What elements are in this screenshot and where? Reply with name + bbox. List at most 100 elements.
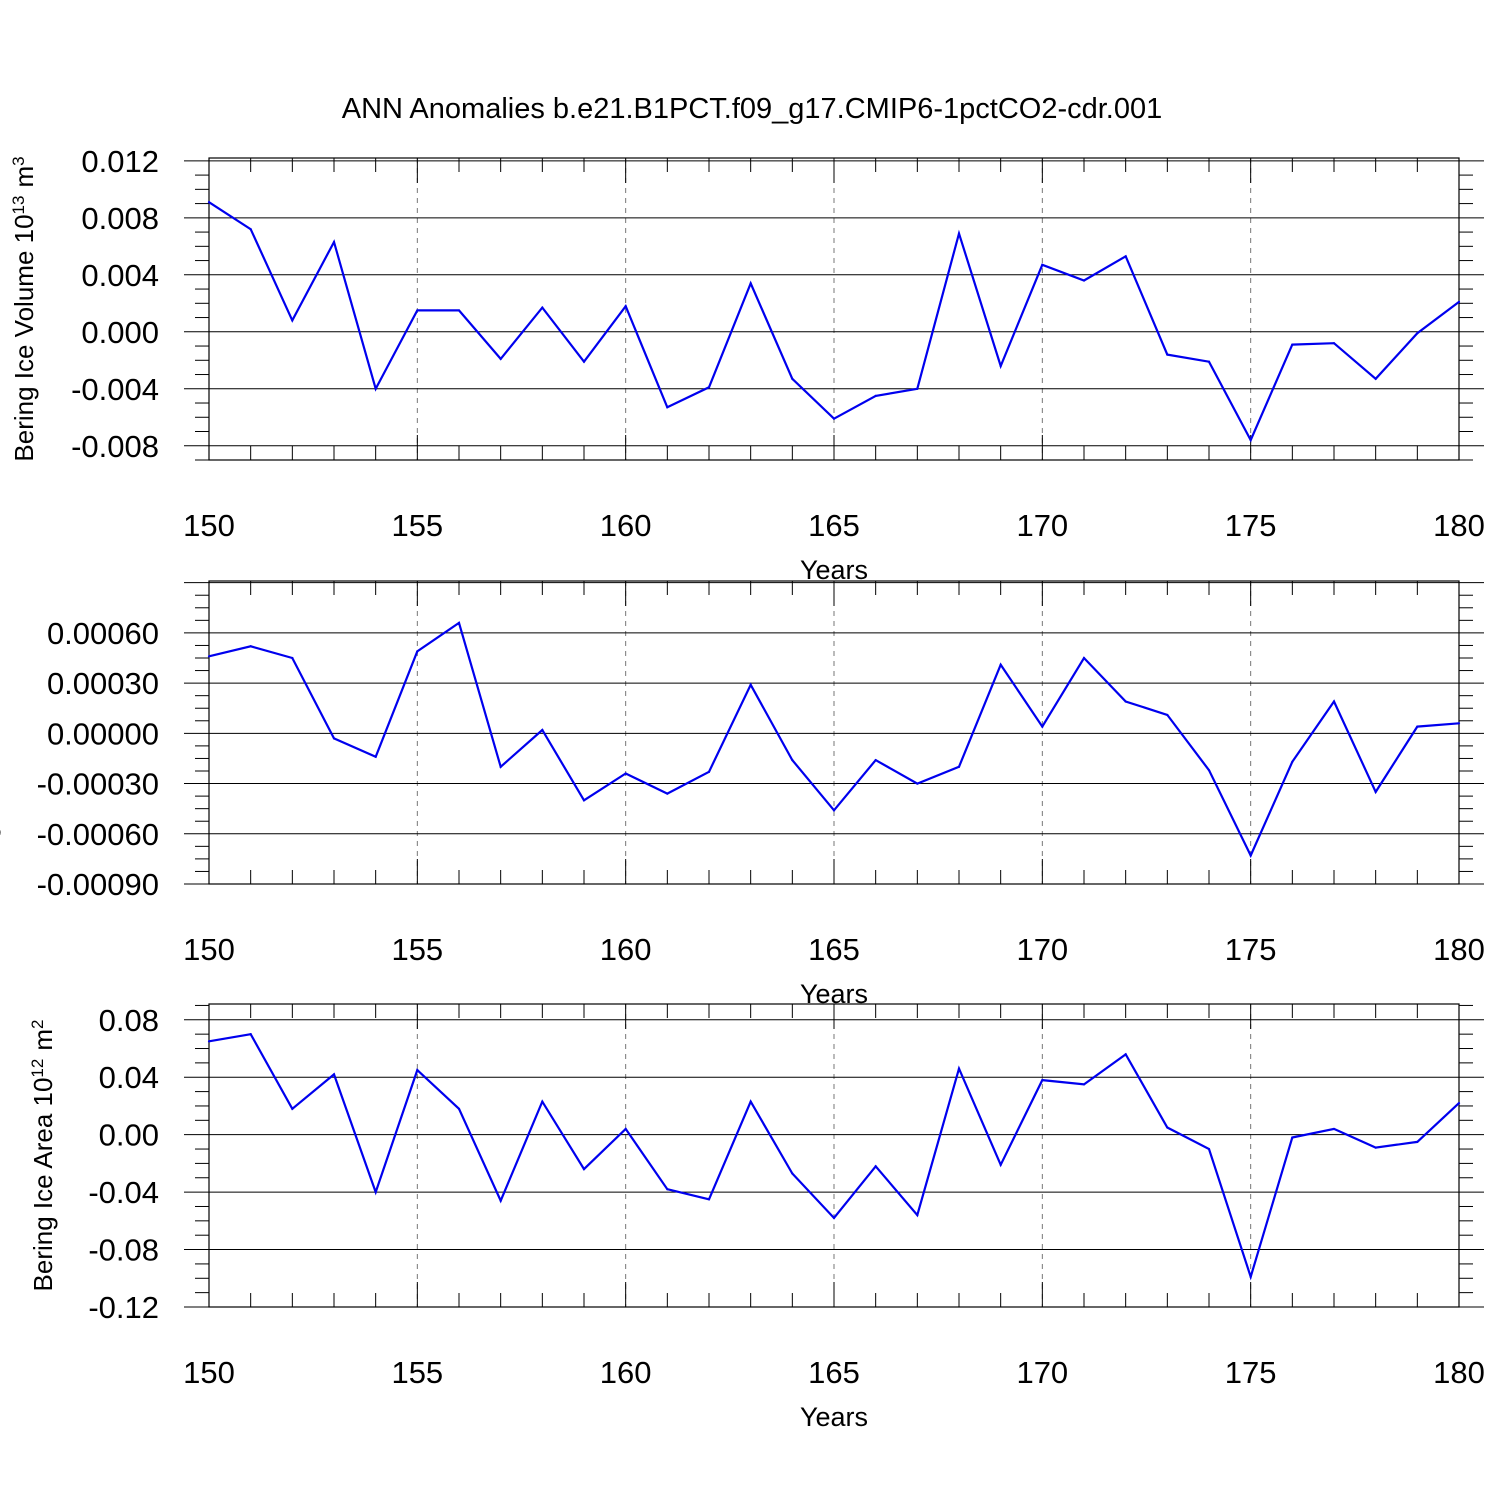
data-point	[1041, 263, 1044, 266]
y-tick-label: -0.04	[88, 1175, 159, 1210]
plot-frame	[208, 580, 1460, 885]
panels: -0.008 -0.004 0.000 0.004 0.008 0.012 150 155 16…	[0, 144, 1485, 1432]
y-axis-label: Bering Snow Volume 1013m3	[0, 565, 1, 901]
data-point	[1332, 342, 1336, 345]
data-point	[1041, 725, 1044, 728]
data-point	[874, 394, 877, 397]
data-point	[1332, 700, 1336, 703]
data-point	[457, 309, 461, 312]
data-point	[957, 765, 961, 768]
y-tick-label: -0.004	[71, 372, 159, 407]
x-tick-label: 170	[1016, 1355, 1068, 1390]
data-point	[1207, 769, 1211, 772]
data-point	[249, 645, 252, 648]
data-point	[624, 305, 627, 308]
y-axis-label: Bering Ice Area 1012 m2	[28, 1020, 59, 1292]
data-point	[624, 772, 627, 775]
x-tick-label: 150	[183, 1355, 235, 1390]
y-tick-label: 0.08	[99, 1003, 159, 1038]
x-tick-label: 180	[1433, 508, 1485, 543]
data-point	[1124, 700, 1127, 703]
data-point	[749, 1100, 752, 1103]
x-tick-label: 155	[391, 1355, 443, 1390]
y-tick-label: -0.00060	[37, 817, 159, 852]
data-point	[541, 306, 544, 309]
data-point	[249, 228, 252, 231]
data-point	[1374, 1146, 1377, 1149]
x-tick-label: 180	[1433, 932, 1485, 967]
data-point	[1416, 1140, 1419, 1143]
data-point	[1124, 255, 1127, 258]
data-point	[916, 1213, 919, 1217]
data-point	[1082, 1083, 1086, 1086]
x-tick-label: 150	[183, 508, 235, 543]
data-point	[582, 360, 586, 363]
data-point	[332, 1073, 336, 1076]
x-tick-label: 160	[600, 508, 652, 543]
data-point	[916, 387, 919, 390]
data-point	[666, 1188, 669, 1191]
y-axis-label: Bering Ice Volume 1013 m3	[9, 156, 40, 461]
data-point	[1457, 722, 1461, 725]
x-axis-label: Years	[800, 555, 868, 585]
data-point	[1207, 1147, 1211, 1151]
y-axis-label-part: 13	[9, 196, 28, 215]
y-tick-label: -0.12	[88, 1290, 159, 1325]
x-tick-label: 155	[391, 508, 443, 543]
series-line-snow-volume	[208, 621, 1460, 859]
x-tick-label: 170	[1016, 932, 1068, 967]
y-tick-label: 0.00030	[47, 666, 159, 701]
data-point	[916, 782, 919, 785]
data-point	[416, 1068, 419, 1072]
data-point	[499, 765, 502, 768]
data-point	[707, 770, 711, 773]
data-point	[1416, 725, 1419, 728]
y-tick-label: 0.000	[81, 315, 159, 350]
chart-title: ANN Anomalies b.e21.B1PCT.f09_g17.CMIP6-…	[342, 93, 1162, 125]
y-axis-label-part: Bering Ice Area 10	[28, 1078, 58, 1292]
data-point	[874, 759, 877, 762]
data-point	[332, 737, 336, 740]
x-tick-label: 170	[1016, 508, 1068, 543]
data-point	[499, 357, 502, 360]
y-tick-label: -0.08	[88, 1233, 159, 1268]
data-point	[1166, 353, 1169, 356]
data-point	[207, 1040, 211, 1043]
data-point	[666, 792, 669, 795]
data-point	[1291, 1136, 1294, 1139]
y-tick-label: -0.00090	[37, 867, 159, 902]
data-point	[874, 1165, 877, 1168]
data-point	[1249, 438, 1252, 442]
data-point	[207, 655, 211, 658]
data-point	[832, 1216, 836, 1220]
y-axis-label-part: Bering Snow Volume 10	[0, 623, 1, 901]
data-point	[457, 1107, 461, 1110]
data-point	[1457, 1101, 1461, 1105]
data-point	[1082, 656, 1086, 660]
data-point	[1457, 300, 1461, 303]
data-point	[291, 656, 294, 660]
data-point	[499, 1199, 502, 1202]
x-tick-label: 165	[808, 932, 860, 967]
plot-frame	[208, 1003, 1460, 1308]
data-point	[1249, 854, 1252, 857]
data-point	[791, 377, 794, 380]
y-tick-label: 0.004	[81, 258, 159, 293]
y-tick-label: 0.04	[99, 1060, 159, 1095]
data-point	[624, 1127, 627, 1131]
data-point	[1291, 343, 1294, 346]
x-axis-label: Years	[800, 1402, 868, 1432]
y-tick-label: 0.012	[81, 144, 159, 179]
y-axis-label-part: Bering Ice Volume 10	[9, 214, 39, 461]
x-tick-label: 160	[600, 1355, 652, 1390]
x-tick-label: 165	[808, 508, 860, 543]
panel-ice-volume: -0.008 -0.004 0.000 0.004 0.008 0.012 150 155 16…	[9, 144, 1485, 585]
y-axis-label-part: m	[0, 574, 1, 596]
data-point	[999, 663, 1002, 666]
data-point	[957, 232, 961, 235]
data-point	[416, 650, 419, 653]
data-point	[374, 387, 377, 390]
x-tick-label: 155	[391, 932, 443, 967]
data-point	[1416, 332, 1419, 335]
y-tick-label: 0.00	[99, 1118, 159, 1153]
